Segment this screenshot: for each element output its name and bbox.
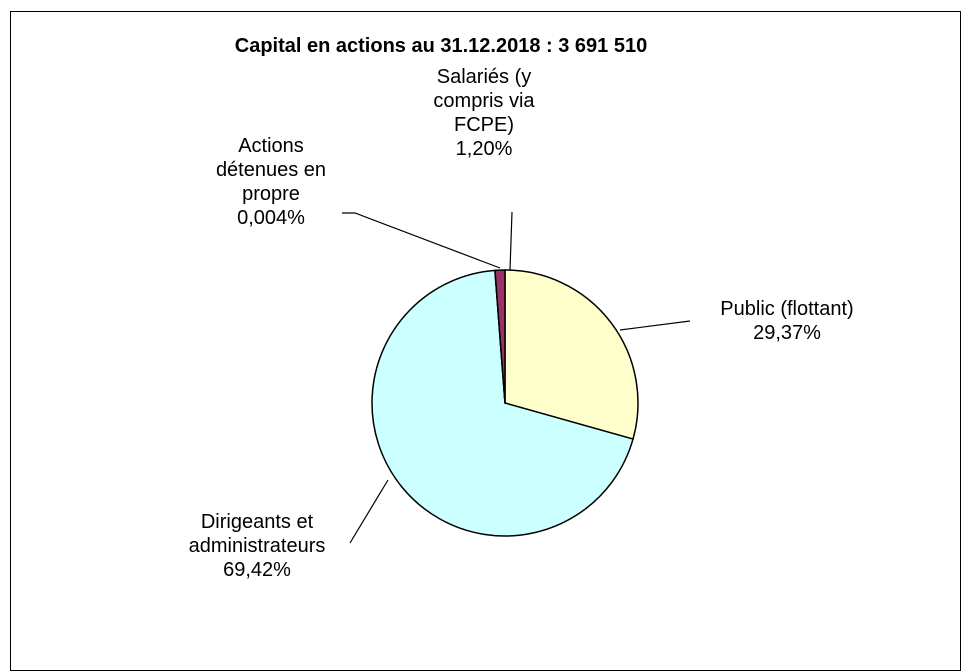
slice-label-0: Public (flottant): [720, 298, 853, 320]
chart-title: Capital en actions au 31.12.2018 : 3 691…: [235, 35, 647, 57]
slice-label-3: FCPE): [454, 114, 514, 136]
slice-percent-0: 29,37%: [753, 322, 821, 344]
pie-slice-0: [504, 269, 639, 440]
slice-label-1: Dirigeants et: [201, 511, 314, 533]
slice-label-2: Actions: [238, 135, 304, 157]
leader-line-3: [509, 211, 513, 271]
slice-percent-2: 0,004%: [237, 207, 305, 229]
leader-line-2: [342, 212, 501, 269]
slice-label-3: compris via: [433, 90, 535, 112]
slice-percent-3: 1,20%: [456, 138, 513, 160]
pie-slice-1: [371, 269, 634, 537]
slice-label-1: administrateurs: [189, 535, 326, 557]
slice-label-2: détenues en: [216, 159, 326, 181]
leader-line-1: [349, 479, 389, 544]
leader-line-0: [619, 320, 691, 331]
pie-slice-3: [494, 269, 506, 404]
slice-percent-1: 69,42%: [223, 559, 291, 581]
slice-label-2: propre: [242, 183, 300, 205]
slice-label-3: Salariés (y: [437, 66, 531, 88]
